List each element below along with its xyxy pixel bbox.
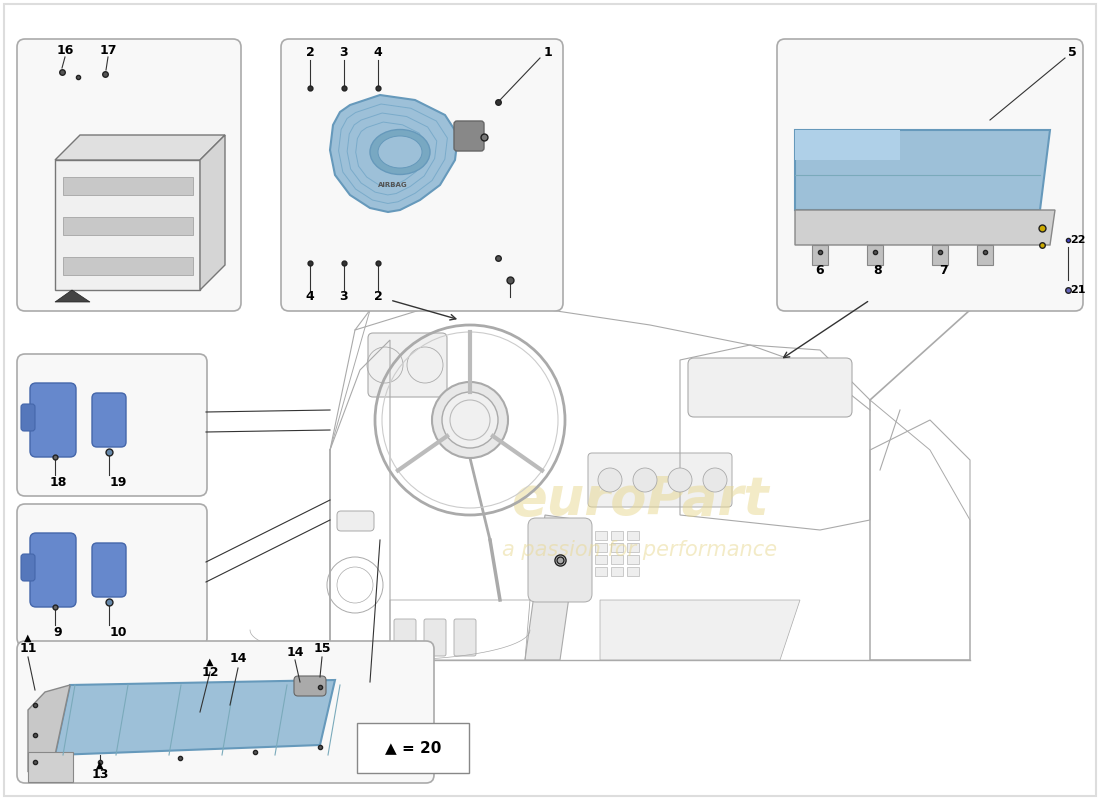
- FancyBboxPatch shape: [28, 752, 73, 782]
- Text: 9: 9: [54, 626, 63, 638]
- Polygon shape: [795, 210, 1055, 245]
- Polygon shape: [330, 95, 458, 212]
- FancyBboxPatch shape: [777, 39, 1084, 311]
- Text: a passion for performance: a passion for performance: [503, 540, 778, 560]
- FancyBboxPatch shape: [867, 245, 883, 265]
- Text: 6: 6: [816, 263, 824, 277]
- FancyBboxPatch shape: [16, 39, 241, 311]
- Circle shape: [432, 382, 508, 458]
- Text: ▲ = 20: ▲ = 20: [385, 741, 441, 755]
- Text: 4: 4: [374, 46, 383, 58]
- Circle shape: [598, 468, 622, 492]
- Circle shape: [668, 468, 692, 492]
- Text: 8: 8: [873, 263, 882, 277]
- Polygon shape: [200, 135, 225, 290]
- FancyBboxPatch shape: [812, 245, 828, 265]
- Text: 15: 15: [314, 642, 331, 654]
- Text: 13: 13: [91, 769, 109, 782]
- Text: 21: 21: [1070, 285, 1086, 295]
- Text: 11: 11: [20, 642, 36, 654]
- Polygon shape: [55, 680, 336, 755]
- FancyBboxPatch shape: [30, 383, 76, 457]
- FancyBboxPatch shape: [627, 543, 639, 552]
- FancyBboxPatch shape: [528, 518, 592, 602]
- Text: 10: 10: [109, 626, 126, 638]
- FancyBboxPatch shape: [21, 404, 35, 431]
- Text: 16: 16: [56, 43, 74, 57]
- Ellipse shape: [378, 136, 422, 168]
- Polygon shape: [55, 290, 90, 302]
- FancyBboxPatch shape: [454, 121, 484, 151]
- Polygon shape: [55, 160, 200, 290]
- FancyBboxPatch shape: [977, 245, 993, 265]
- Text: 4: 4: [306, 290, 315, 303]
- Polygon shape: [525, 515, 580, 660]
- Text: AIRBAG: AIRBAG: [378, 182, 408, 188]
- Polygon shape: [795, 130, 1050, 210]
- Polygon shape: [28, 685, 70, 772]
- FancyBboxPatch shape: [92, 543, 126, 597]
- Text: 2: 2: [374, 290, 383, 303]
- Text: 7: 7: [938, 263, 947, 277]
- Text: 17: 17: [99, 43, 117, 57]
- FancyBboxPatch shape: [627, 567, 639, 576]
- Ellipse shape: [370, 130, 430, 174]
- FancyBboxPatch shape: [595, 543, 607, 552]
- FancyBboxPatch shape: [63, 177, 192, 195]
- FancyBboxPatch shape: [595, 555, 607, 564]
- Polygon shape: [600, 600, 800, 660]
- Text: euroPart: euroPart: [512, 474, 769, 526]
- FancyBboxPatch shape: [337, 511, 374, 531]
- Text: 1: 1: [543, 46, 552, 58]
- FancyBboxPatch shape: [588, 453, 732, 507]
- Circle shape: [442, 392, 498, 448]
- Text: 18: 18: [50, 475, 67, 489]
- FancyBboxPatch shape: [16, 354, 207, 496]
- Polygon shape: [795, 130, 900, 160]
- Text: 22: 22: [1070, 235, 1086, 245]
- FancyBboxPatch shape: [280, 39, 563, 311]
- Polygon shape: [55, 135, 225, 160]
- FancyBboxPatch shape: [610, 543, 623, 552]
- FancyBboxPatch shape: [16, 641, 434, 783]
- FancyBboxPatch shape: [610, 567, 623, 576]
- Circle shape: [703, 468, 727, 492]
- Text: 14: 14: [286, 646, 304, 658]
- FancyBboxPatch shape: [595, 567, 607, 576]
- Text: 3: 3: [340, 46, 349, 58]
- FancyBboxPatch shape: [610, 555, 623, 564]
- Text: 12: 12: [201, 666, 219, 678]
- Text: ▲: ▲: [24, 633, 32, 643]
- Text: 2: 2: [306, 46, 315, 58]
- FancyBboxPatch shape: [63, 257, 192, 275]
- FancyBboxPatch shape: [595, 531, 607, 540]
- FancyBboxPatch shape: [454, 619, 476, 656]
- Text: 19: 19: [109, 475, 126, 489]
- FancyBboxPatch shape: [358, 723, 469, 773]
- FancyBboxPatch shape: [16, 504, 207, 646]
- FancyBboxPatch shape: [368, 333, 447, 397]
- FancyBboxPatch shape: [394, 619, 416, 656]
- Circle shape: [632, 468, 657, 492]
- Text: ▲: ▲: [97, 760, 103, 770]
- Text: 14: 14: [229, 651, 246, 665]
- Text: ▲: ▲: [207, 657, 213, 667]
- FancyBboxPatch shape: [627, 531, 639, 540]
- FancyBboxPatch shape: [21, 554, 35, 581]
- FancyBboxPatch shape: [932, 245, 948, 265]
- FancyBboxPatch shape: [30, 533, 76, 607]
- FancyBboxPatch shape: [627, 555, 639, 564]
- FancyBboxPatch shape: [294, 676, 326, 696]
- Text: 5: 5: [1068, 46, 1077, 58]
- FancyBboxPatch shape: [688, 358, 852, 417]
- FancyBboxPatch shape: [610, 531, 623, 540]
- FancyBboxPatch shape: [424, 619, 446, 656]
- FancyBboxPatch shape: [63, 217, 192, 235]
- FancyBboxPatch shape: [92, 393, 126, 447]
- Text: 3: 3: [340, 290, 349, 303]
